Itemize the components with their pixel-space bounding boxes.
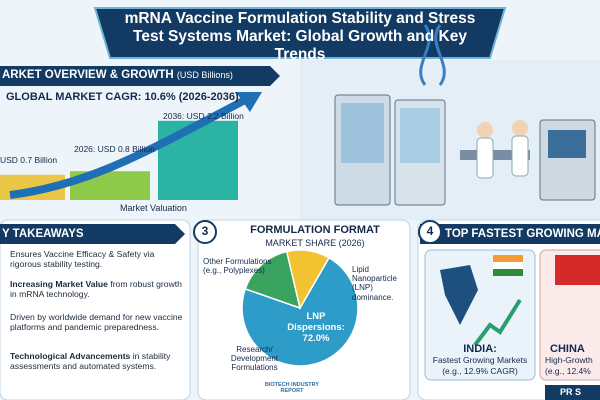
growth-arrow [9,96,247,199]
pie-slice [241,256,359,367]
title: mRNA Vaccine Formulation Stability and S… [124,10,476,63]
section-heading: FORMULATION FORMAT [250,224,380,236]
text: Driven by worldwide demand for new vacci… [10,312,183,332]
takeaway: Technological Advancements in stability … [10,351,185,372]
map-shape [440,265,478,325]
text: in stability assessments and automated s… [10,351,171,371]
section-heading: Y TAKEAWAYS [2,228,84,240]
arrow-head [236,92,262,112]
section-subheading: MARKET SHARE (2026) [265,238,365,248]
country-name: CHINA [550,343,585,355]
section-badge [193,220,217,244]
bold: Technological Advancements [10,351,131,361]
pie-slice [244,250,302,310]
country-note: (e.g., 12.4% [545,366,591,376]
pie-slice [285,249,331,311]
footer-badge [545,385,600,400]
text: Ensures Vaccine Efficacy & Safety via ri… [10,249,155,269]
slice-label: Research/ Development Formulations [230,345,279,373]
flag [493,269,523,276]
bar-label: USD 0.7 Billion [0,155,58,165]
bar-label: 2026: USD 0.8 Billion [74,144,155,154]
footer: PR S [560,387,582,397]
takeaway: Increasing Market Value from robust grow… [10,279,185,300]
trend-arrow [473,298,522,347]
takeaway: Driven by worldwide demand for new vacci… [10,312,185,333]
country-note: (e.g., 12.9% CAGR) [442,366,518,376]
slice-label: LNP Dispersions: 72.0% [287,311,345,344]
section-badge [418,220,442,244]
section-header [0,66,280,86]
section-number: 4 [426,224,434,238]
cagr: GLOBAL MARKET CAGR: 10.6% (2026-2036) [6,91,239,103]
flag [493,255,523,262]
slice-label: Other Formulations (e.g., Polyplexes) [203,257,272,276]
bar-label: 2036: USD 2.2 Billion [163,111,244,121]
unit: (USD Billions) [176,70,233,80]
text: from robust growth in mRNA technology. [10,279,182,299]
lab-illustration [334,24,596,206]
title-banner [93,7,507,59]
flag [493,262,523,269]
heading: ARKET OVERVIEW & GROWTH [2,69,174,81]
flag [555,255,600,285]
logo: BIOTECH INDUSTRY REPORT [264,382,320,395]
takeaway: Ensures Vaccine Efficacy & Safety via ri… [10,249,185,270]
country-desc: Fastest Growing Markets [432,355,528,365]
axis-label: Market Valuation [120,203,187,213]
country-name: INDIA: [463,343,497,355]
section-heading: ARKET OVERVIEW & GROWTH (USD Billions) [2,69,233,82]
bar [158,120,238,200]
section-number: 3 [201,224,209,238]
country-desc: High-Growth [545,355,593,365]
section-header [420,224,600,244]
panel [0,219,191,400]
bold: Increasing Market Value [10,279,108,289]
section-header [0,224,185,244]
section-heading: TOP FASTEST GROWING MA [445,228,600,240]
callout: Lipid Nanoparticle (LNP) dominance. [352,265,397,302]
